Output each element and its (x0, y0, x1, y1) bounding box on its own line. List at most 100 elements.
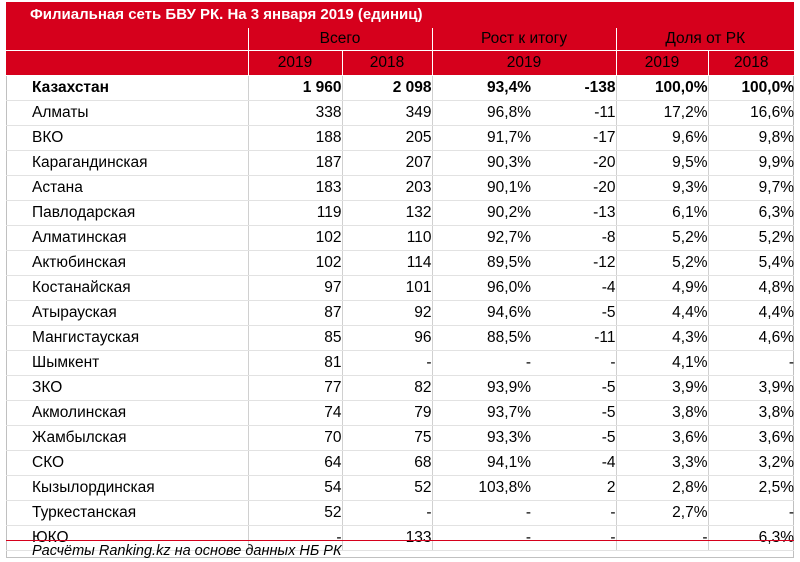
cell-total-2019: 70 (247, 425, 342, 451)
cell-growth-pct: 96,8% (431, 100, 531, 126)
table-row: Актюбинская 102 114 89,5% -12 5,2% 5,4% (6, 250, 795, 276)
cell-growth-abs: -138 (531, 75, 617, 101)
cell-growth-pct: - (431, 500, 531, 526)
cell-total-2019: 74 (247, 400, 342, 426)
cell-region: ВКО (6, 125, 248, 151)
cell-total-2018: 205 (341, 125, 432, 151)
cell-growth-abs: -17 (531, 125, 617, 151)
cell-growth-abs: -12 (531, 250, 617, 276)
cell-region: Казахстан (6, 75, 248, 101)
cell-share-2019: 9,6% (615, 125, 709, 151)
cell-share-2018: - (707, 500, 795, 526)
cell-total-2018: 132 (341, 200, 432, 226)
cell-region: Павлодарская (6, 200, 248, 226)
cell-total-2018: 207 (341, 150, 432, 176)
cell-growth-abs: -5 (531, 300, 617, 326)
cell-growth-pct: - (431, 525, 531, 551)
cell-share-2019: 9,3% (615, 175, 709, 201)
cell-region: Акмолинская (6, 400, 248, 426)
header-share-2018: 2018 (707, 50, 795, 76)
cell-growth-pct: 93,7% (431, 400, 531, 426)
cell-growth-abs: -4 (531, 450, 617, 476)
cell-growth-abs: - (531, 500, 617, 526)
cell-region: Астана (6, 175, 248, 201)
cell-growth-abs: -13 (531, 200, 617, 226)
cell-total-2018: 2 098 (341, 75, 432, 101)
cell-region: Алматинская (6, 225, 248, 251)
cell-growth-abs: -20 (531, 175, 617, 201)
cell-share-2018: 2,5% (707, 475, 795, 501)
table-row: ВКО 188 205 91,7% -17 9,6% 9,8% (6, 125, 795, 151)
cell-total-2019: - (247, 525, 342, 551)
cell-total-2018: 110 (341, 225, 432, 251)
table-title: Филиальная сеть БВУ РК. На 3 января 2019… (6, 2, 794, 28)
cell-growth-abs: -8 (531, 225, 617, 251)
cell-share-2019: 6,1% (615, 200, 709, 226)
cell-growth-abs: - (531, 525, 617, 551)
cell-growth-pct: 91,7% (431, 125, 531, 151)
cell-total-2018: 101 (341, 275, 432, 301)
cell-share-2019: 9,5% (615, 150, 709, 176)
header-row-years: 2019 2018 2019 2019 2018 (6, 50, 795, 76)
cell-growth-abs: -4 (531, 275, 617, 301)
cell-share-2019: 4,3% (615, 325, 709, 351)
table-row: ЗКО 77 82 93,9% -5 3,9% 3,9% (6, 375, 795, 401)
table-row: ЮКО -133- - -6,3% (6, 525, 795, 551)
cell-region: Актюбинская (6, 250, 248, 276)
cell-region: Мангистауская (6, 325, 248, 351)
cell-share-2019: 17,2% (615, 100, 709, 126)
cell-growth-pct: 94,1% (431, 450, 531, 476)
header-growth-2019: 2019 (431, 50, 617, 76)
cell-share-2018: 100,0% (707, 75, 795, 101)
cell-region: Алматы (6, 100, 248, 126)
table-row-total: Казахстан 1 960 2 098 93,4% -138 100,0% 100,0% (6, 75, 795, 101)
table-row: Алматинская 102 110 92,7% -8 5,2% 5,2% (6, 225, 795, 251)
cell-total-2018: 349 (341, 100, 432, 126)
table-row: Карагандинская 187 207 90,3% -20 9,5% 9,9% (6, 150, 795, 176)
cell-share-2019: 100,0% (615, 75, 709, 101)
cell-region: ЮКО (6, 525, 248, 551)
cell-share-2019: 4,9% (615, 275, 709, 301)
header-blank (6, 28, 248, 51)
cell-total-2019: 64 (247, 450, 342, 476)
cell-share-2018: 4,6% (707, 325, 795, 351)
cell-total-2019: 87 (247, 300, 342, 326)
table-row: Шымкент 81- - -4,1% - (6, 350, 795, 376)
table-row: СКО 64 68 94,1% -4 3,3% 3,2% (6, 450, 795, 476)
cell-growth-pct: 93,3% (431, 425, 531, 451)
cell-total-2019: 77 (247, 375, 342, 401)
cell-share-2019: 2,8% (615, 475, 709, 501)
table-row: Костанайская 97 101 96,0% -4 4,9% 4,8% (6, 275, 795, 301)
cell-total-2019: 54 (247, 475, 342, 501)
header-share: Доля от РК (615, 28, 795, 51)
cell-total-2019: 102 (247, 225, 342, 251)
cell-total-2019: 183 (247, 175, 342, 201)
header-total-2019: 2019 (247, 50, 342, 76)
cell-growth-abs: -5 (531, 400, 617, 426)
cell-share-2019: - (615, 525, 709, 551)
cell-region: Карагандинская (6, 150, 248, 176)
cell-total-2019: 81 (247, 350, 342, 376)
cell-share-2018: 16,6% (707, 100, 795, 126)
cell-region: Жамбылская (6, 425, 248, 451)
cell-total-2018: 133 (341, 525, 432, 551)
table-row: Астана 183 203 90,1% -20 9,3% 9,7% (6, 175, 795, 201)
cell-share-2018: 3,2% (707, 450, 795, 476)
cell-region: ЗКО (6, 375, 248, 401)
cell-total-2018: 82 (341, 375, 432, 401)
cell-growth-pct: 90,3% (431, 150, 531, 176)
header-growth: Рост к итогу (431, 28, 617, 51)
table-row: Атырауская 87 92 94,6% -5 4,4% 4,4% (6, 300, 795, 326)
table-row: Мангистауская 85 96 88,5% -11 4,3% 4,6% (6, 325, 795, 351)
branch-network-table: Всего Рост к итогу Доля от РК 2019 2018 … (6, 28, 795, 551)
cell-total-2019: 1 960 (247, 75, 342, 101)
cell-growth-abs: -11 (531, 325, 617, 351)
table-row: Кызылординская 54 52 103,8% 2 2,8% 2,5% (6, 475, 795, 501)
cell-total-2018: 79 (341, 400, 432, 426)
cell-share-2018: 6,3% (707, 200, 795, 226)
cell-region: Кызылординская (6, 475, 248, 501)
cell-total-2018: 68 (341, 450, 432, 476)
header-share-2019: 2019 (615, 50, 709, 76)
cell-region: СКО (6, 450, 248, 476)
table-row: Алматы 338 349 96,8% -11 17,2% 16,6% (6, 100, 795, 126)
